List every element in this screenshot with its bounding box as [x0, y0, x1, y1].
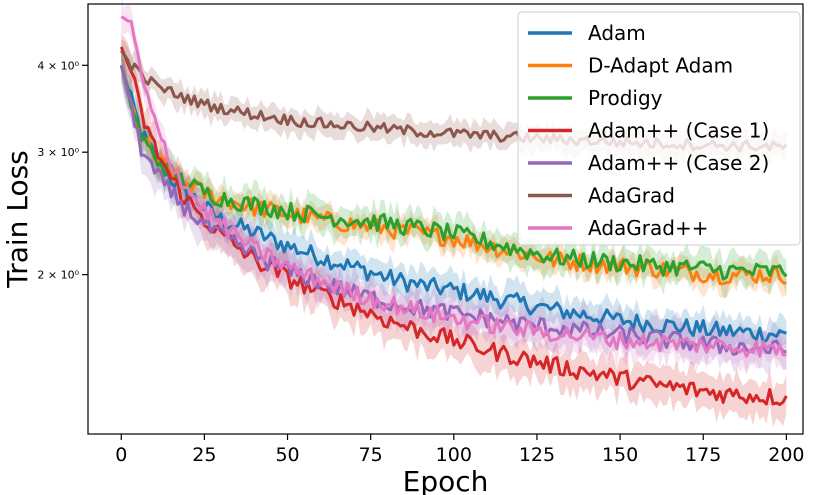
y-axis-ticks: 2 × 10⁰ 3 × 10⁰ 4 × 10⁰ [37, 59, 88, 282]
band-d-adapt-adam [121, 54, 787, 299]
y-tick-label: 4 × 10⁰ [37, 59, 79, 72]
band-adam-case-1- [121, 33, 787, 428]
y-axis-label: Train Loss [1, 150, 34, 289]
legend: Adam D-Adapt Adam Prodigy Adam++ (Case 1) Ad… [517, 11, 801, 246]
x-axis-ticks: 0 25 50 75 100 125 150 175 200 [115, 434, 805, 466]
legend-entry: AdaGrad [588, 184, 675, 208]
line-prodigy [119, 64, 788, 281]
x-tick-label: 25 [192, 444, 216, 466]
legend-entry: Adam [588, 21, 646, 45]
y-tick-label: 3 × 10⁰ [37, 146, 79, 159]
line-adam-case-2- [119, 64, 787, 356]
legend-box [517, 11, 801, 246]
legend-entry: Adam++ (Case 2) [588, 151, 769, 175]
line-adagrad- [120, 15, 787, 358]
band-prodigy [121, 53, 787, 299]
x-tick-label: 100 [436, 444, 472, 466]
plot-area-frame [87, 3, 804, 435]
band-adam [121, 51, 787, 357]
x-tick-label: 150 [602, 444, 638, 466]
x-tick-label: 125 [519, 444, 555, 466]
legend-entry: Adam++ (Case 1) [588, 119, 769, 143]
x-tick-label: 200 [768, 444, 804, 466]
x-tick-label: 175 [685, 444, 721, 466]
x-tick-label: 75 [359, 444, 383, 466]
x-tick-label: 50 [275, 444, 299, 466]
x-tick-label: 0 [115, 444, 127, 466]
x-axis-label: Epoch [403, 465, 489, 495]
legend-entry: D-Adapt Adam [588, 54, 733, 78]
y-tick-label: 2 × 10⁰ [37, 269, 79, 282]
legend-entry: AdaGrad++ [588, 216, 708, 240]
legend-entry: Prodigy [588, 86, 663, 110]
